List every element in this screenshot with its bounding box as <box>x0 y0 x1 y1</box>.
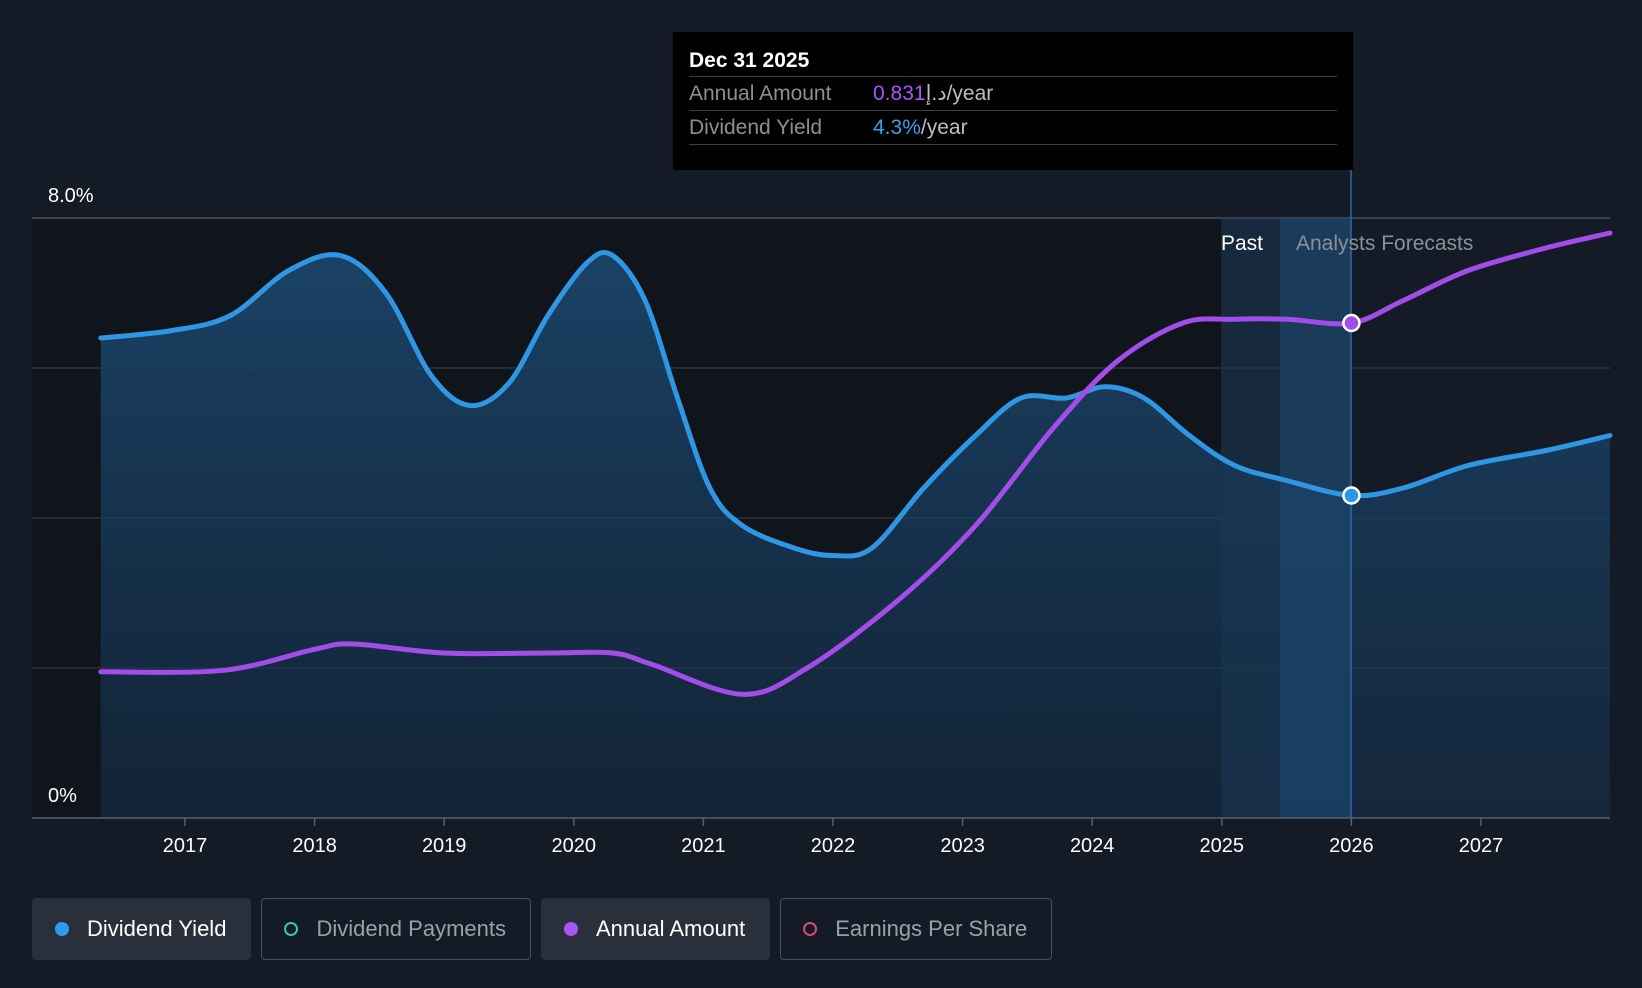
annual-amount-marker <box>1342 313 1361 333</box>
legend-dividend-yield-label: Dividend Yield <box>87 916 227 941</box>
x-tick-label: 2027 <box>1459 835 1504 857</box>
x-tick-label: 2025 <box>1200 835 1245 857</box>
tooltip-dividend-yield-unit: /year <box>920 116 968 139</box>
tooltip-annual-amount-label: Annual Amount <box>689 82 832 105</box>
x-tick-label: 2022 <box>811 835 856 857</box>
tooltip-row-annual-amount: Annual Amount 0.831 د.إ/year <box>689 76 1337 110</box>
legend-earnings-per-share-button[interactable]: Earnings Per Share <box>780 898 1053 960</box>
earnings-per-share-ring-icon <box>803 922 818 936</box>
x-axis-ticks: 2017 2018 2019 2020 2021 2022 2023 2024 2025 2026… <box>163 818 1504 857</box>
dividend-payments-ring-icon <box>284 922 299 936</box>
legend-dividend-yield-button[interactable]: Dividend Yield <box>32 898 252 960</box>
annual-amount-dot-icon <box>563 922 578 936</box>
x-tick-label: 2021 <box>681 835 726 857</box>
legend-dividend-payments-label: Dividend Payments <box>316 916 506 941</box>
chart-legend: Dividend Yield Dividend Payments Annual … <box>32 898 1053 960</box>
tooltip-annual-amount-unit: د.إ/year <box>925 82 994 105</box>
legend-annual-amount-button[interactable]: Annual Amount <box>540 898 771 960</box>
legend-earnings-per-share-label: Earnings Per Share <box>835 916 1028 941</box>
x-tick-label: 2024 <box>1070 835 1115 857</box>
x-tick-label: 2023 <box>940 835 985 857</box>
legend-dividend-payments-button[interactable]: Dividend Payments <box>261 898 531 960</box>
forecast-band-bright <box>1280 218 1351 818</box>
x-tick-label: 2017 <box>163 835 208 857</box>
chart-tooltip: Dec 31 2025 Annual Amount 0.831 د.إ/year… <box>673 32 1353 170</box>
tooltip-dividend-yield-value: 4.3% <box>873 116 921 139</box>
x-tick-label: 2020 <box>552 835 597 857</box>
tooltip-annual-amount-value: 0.831 <box>873 82 926 105</box>
past-label: Past <box>1221 232 1263 255</box>
x-tick-label: 2019 <box>422 835 467 857</box>
tooltip-date: Dec 31 2025 <box>689 49 810 72</box>
dividend-yield-dot-icon <box>55 922 69 936</box>
legend-annual-amount-label: Annual Amount <box>595 916 746 941</box>
tooltip-dividend-yield-label: Dividend Yield <box>689 116 823 139</box>
x-tick-label: 2018 <box>292 835 337 857</box>
annual-amount-line <box>98 230 1613 697</box>
dividend-yield-line <box>98 250 1613 559</box>
forecast-label: Analysts Forecasts <box>1296 232 1473 255</box>
y-tick-label-top: 8.0% <box>48 185 94 207</box>
dividend-yield-marker <box>1342 486 1361 505</box>
x-tick-label: 2026 <box>1329 835 1374 857</box>
y-tick-label-bottom: 0% <box>48 785 77 807</box>
tooltip-row-dividend-yield: Dividend Yield 4.3% /year <box>689 110 1337 145</box>
